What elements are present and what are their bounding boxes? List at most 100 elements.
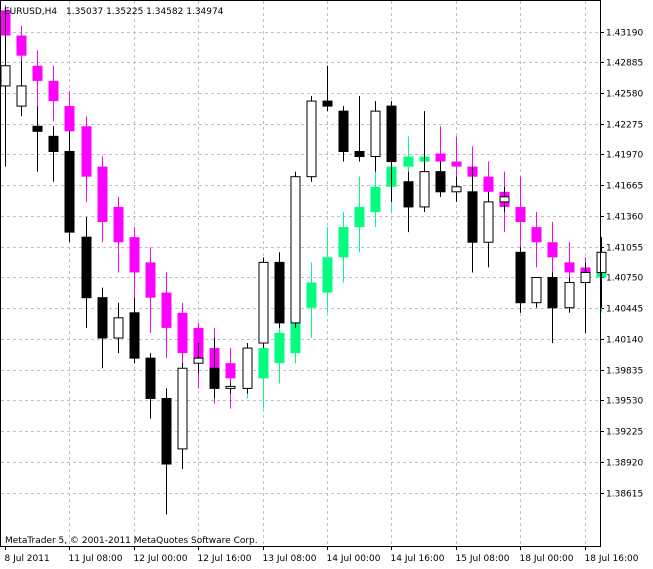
- price-tick-label: 1.40750: [606, 274, 643, 284]
- indicator-bar: [16, 35, 27, 56]
- price-tick-label: 1.39225: [606, 428, 643, 438]
- ohlc-label: 1.35037 1.35225 1.34582 1.34974: [66, 7, 224, 17]
- price-tick-label: 1.41665: [606, 182, 643, 192]
- bear-candle: [354, 150, 365, 158]
- indicator-bar: [274, 332, 285, 364]
- bull-candle: [483, 201, 494, 243]
- bull-candle: [451, 186, 462, 193]
- bull-candle: [419, 171, 430, 208]
- bull-candle: [0, 65, 11, 87]
- bear-candle: [64, 150, 75, 233]
- bull-candle: [113, 317, 124, 339]
- price-axis: 1.43190 1.42885 1.42580 1.42275 1.41970 1.416…: [600, 29, 643, 500]
- price-tick-label: 1.42275: [606, 121, 643, 131]
- bull-candle: [225, 385, 236, 389]
- bull-candle: [177, 367, 188, 450]
- symbol-label: EURUSD,H4: [4, 7, 57, 17]
- copyright-label: MetaTrader 5, © 2001-2011 MetaQuotes Sof…: [5, 536, 258, 546]
- bear-candle: [403, 181, 414, 208]
- indicator-bar: [48, 80, 59, 102]
- indicator-bar: [258, 348, 269, 379]
- bear-candle: [32, 125, 43, 132]
- time-tick-label: 18 Jul 00:00: [520, 554, 574, 564]
- time-axis: 8 Jul 2011 11 Jul 08:00 12 Jul 00:00 12 Jul…: [5, 546, 639, 564]
- bear-candle: [129, 312, 140, 359]
- bear-candle: [547, 277, 558, 309]
- indicator-bar: [161, 292, 172, 328]
- time-tick-label: 15 Jul 08:00: [456, 554, 510, 564]
- bear-candle: [386, 105, 397, 163]
- price-tick-label: 1.38615: [606, 490, 643, 500]
- bear-candle: [322, 100, 333, 107]
- bull-candle: [370, 110, 381, 158]
- indicator-bar: [129, 237, 140, 273]
- indicator-bar: [225, 363, 236, 379]
- indicator-bar: [370, 186, 381, 212]
- bull-candle: [596, 251, 607, 273]
- bull-candle: [531, 277, 542, 304]
- bear-candle: [81, 236, 92, 299]
- indicator-bar: [403, 156, 414, 167]
- time-tick-label: 12 Jul 00:00: [134, 554, 188, 564]
- indicator-bar: [32, 65, 43, 81]
- indicator-bar: [113, 206, 124, 243]
- bull-candle: [258, 261, 269, 344]
- bear-candle: [209, 367, 220, 389]
- price-tick-label: 1.40445: [606, 305, 643, 315]
- bull-candle: [564, 282, 575, 309]
- price-tick-label: 1.42580: [606, 90, 643, 100]
- price-tick-label: 1.38920: [606, 459, 643, 469]
- time-tick-label: 11 Jul 08:00: [69, 554, 123, 564]
- indicator-bar: [451, 161, 462, 167]
- price-tick-label: 1.43190: [606, 29, 643, 39]
- time-tick-label: 14 Jul 16:00: [391, 554, 445, 564]
- bull-candle: [580, 271, 591, 284]
- price-tick-label: 1.42885: [606, 59, 643, 69]
- bear-candle: [515, 251, 526, 304]
- bear-candle: [274, 261, 285, 324]
- bull-candle: [306, 100, 317, 178]
- bull-candle: [499, 196, 510, 203]
- time-tick-label: 14 Jul 00:00: [327, 554, 381, 564]
- candle-series: [0, 10, 607, 515]
- indicator-bar: [177, 312, 188, 354]
- indicator-bar: [354, 206, 365, 228]
- indicator-bar: [338, 227, 349, 258]
- bear-candle: [97, 297, 108, 339]
- price-tick-label: 1.40140: [606, 336, 643, 346]
- bear-candle: [435, 171, 446, 193]
- price-tick-label: 1.39835: [606, 367, 643, 377]
- time-tick-label: 8 Jul 2011: [5, 554, 50, 564]
- bull-candle: [290, 176, 301, 324]
- time-tick-label: 12 Jul 16:00: [198, 554, 252, 564]
- indicator-bar: [435, 153, 446, 162]
- price-tick-label: 1.41360: [606, 213, 643, 223]
- bear-candle: [48, 135, 59, 152]
- bull-candle: [16, 85, 27, 107]
- indicator-bar: [145, 262, 156, 298]
- bear-candle: [338, 110, 349, 152]
- indicator-bar: [483, 176, 494, 192]
- bear-candle: [161, 397, 172, 465]
- bear-candle: [145, 357, 156, 399]
- indicator-bar: [547, 242, 558, 258]
- bull-candle: [193, 357, 204, 364]
- chart-frame: [0, 0, 601, 547]
- indicator-bar: [531, 227, 542, 243]
- time-tick-label: 18 Jul 16:00: [585, 554, 639, 564]
- price-tick-label: 1.41055: [606, 244, 643, 254]
- indicator-bar: [564, 262, 575, 273]
- bull-candle: [242, 347, 253, 389]
- indicator-bar: [97, 166, 108, 223]
- indicator-bar: [290, 322, 301, 354]
- time-tick-label: 13 Jul 08:00: [263, 554, 317, 564]
- bear-candle: [467, 191, 478, 243]
- indicator-bar: [81, 126, 92, 177]
- indicator-bar: [322, 257, 333, 293]
- indicator-bar: [515, 206, 526, 223]
- price-tick-label: 1.39530: [606, 397, 643, 407]
- price-tick-label: 1.41970: [606, 151, 643, 161]
- indicator-bar: [306, 282, 317, 308]
- indicator-bar: [64, 106, 75, 132]
